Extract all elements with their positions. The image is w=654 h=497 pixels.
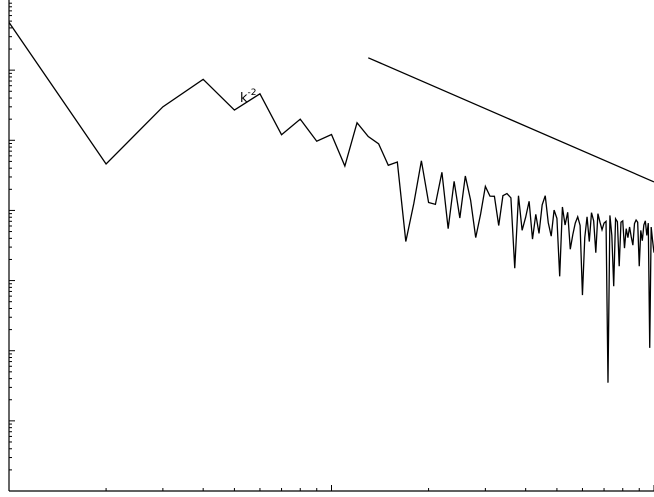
annotation-base: k [240, 91, 248, 106]
annotation-exponent: -2 [248, 88, 257, 98]
axis-ticks [8, 2, 654, 492]
k-2-reference-line [367, 57, 654, 183]
spectrum-series-line [8, 21, 654, 383]
axes [8, 0, 654, 492]
k-2-annotation: k-2 [240, 88, 257, 106]
